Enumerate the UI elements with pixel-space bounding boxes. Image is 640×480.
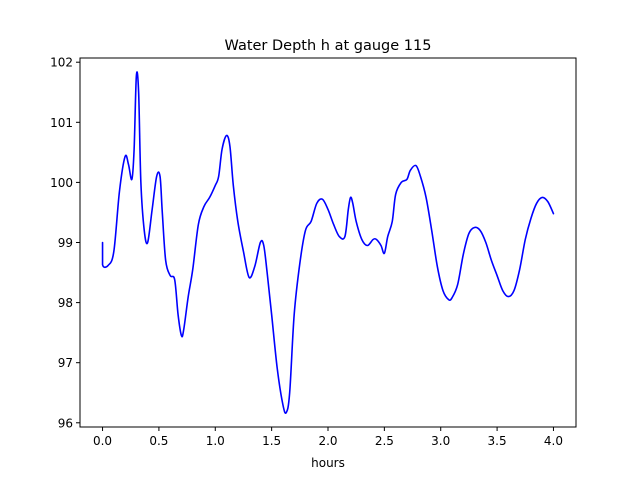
x-axis: 0.0 0.5 1.0 1.5 2.0 2.5 3.0 3.5 4.0: [93, 427, 563, 448]
x-tick-label: 2.5: [375, 434, 394, 448]
series-line: [101, 71, 555, 415]
x-tick-label: 1.5: [262, 434, 281, 448]
y-tick-label: 98: [58, 296, 73, 310]
x-axis-label: hours: [311, 456, 345, 470]
x-tick-label: 3.5: [488, 434, 507, 448]
x-tick-label: 3.0: [431, 434, 450, 448]
y-axis: 96 97 98 99 100 101 102: [50, 56, 80, 430]
y-tick-label: 96: [58, 416, 73, 430]
chart-title: Water Depth h at gauge 115: [225, 38, 432, 54]
y-tick-label: 102: [50, 56, 73, 70]
x-tick-label: 0.0: [93, 434, 112, 448]
x-tick-label: 2.0: [318, 434, 337, 448]
x-tick-label: 1.0: [206, 434, 225, 448]
y-tick-label: 100: [50, 176, 73, 190]
y-tick-label: 99: [58, 236, 73, 250]
y-tick-label: 97: [58, 356, 73, 370]
y-tick-label: 101: [50, 116, 73, 130]
x-tick-label: 0.5: [149, 434, 168, 448]
x-tick-label: 4.0: [544, 434, 563, 448]
